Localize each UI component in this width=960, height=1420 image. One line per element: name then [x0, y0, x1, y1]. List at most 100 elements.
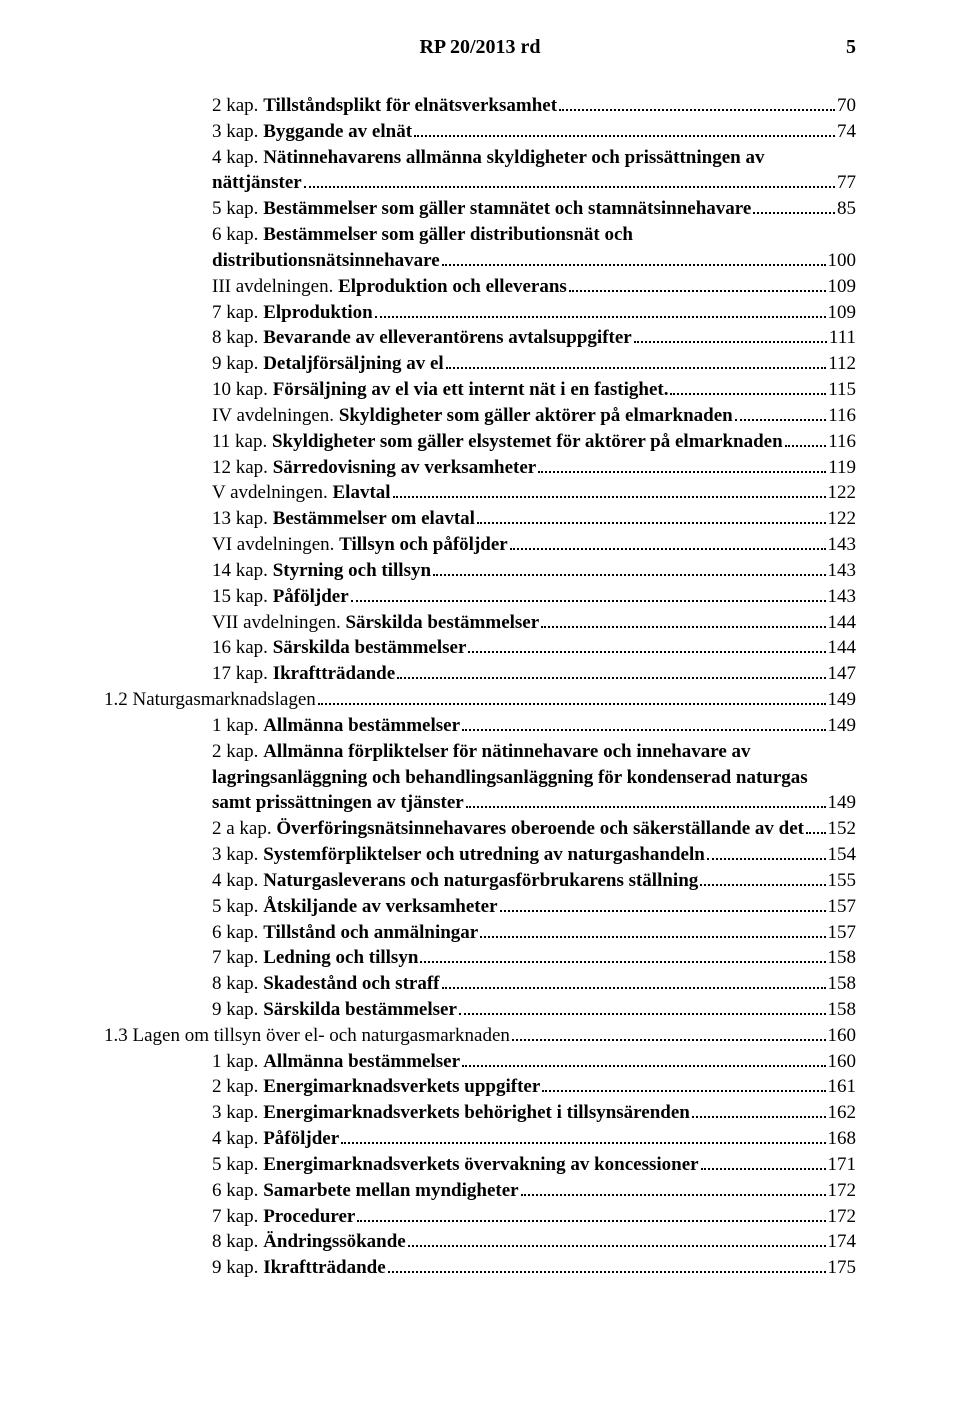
toc-prefix: 6 kap.	[212, 224, 263, 245]
toc-prefix: 1 kap.	[212, 1051, 263, 1072]
toc-line: VI avdelningen. Tillsyn och påföljder143	[104, 532, 856, 558]
toc-prefix: 8 kap.	[212, 327, 263, 348]
toc-text: distributionsnätsinnehavare	[104, 248, 440, 274]
toc-page-number: 152	[828, 816, 857, 842]
toc-title-bold: lagringsanläggning och behandlingsanlägg…	[212, 767, 808, 788]
toc-text: 1.3 Lagen om tillsyn över el- och naturg…	[104, 1023, 510, 1049]
toc-text: 1 kap. Allmänna bestämmelser	[104, 713, 460, 739]
toc-text: 6 kap. Bestämmelser som gäller distribut…	[104, 222, 633, 248]
toc-page-number: 158	[828, 971, 857, 997]
toc-prefix: 2 a kap.	[212, 818, 276, 839]
toc-prefix: 3 kap.	[212, 121, 263, 142]
toc-title-bold: Samarbete mellan myndigheter	[263, 1180, 518, 1201]
toc-line: 4 kap. Påföljder168	[104, 1126, 856, 1152]
toc-text: 8 kap. Bevarande av elleverantörens avta…	[104, 325, 632, 351]
toc-page-number: 172	[828, 1204, 857, 1230]
toc-line: 1 kap. Allmänna bestämmelser160	[104, 1049, 856, 1075]
toc-title-bold: Elproduktion och elleverans	[338, 276, 567, 297]
toc-title-bold: Tillståndsplikt för elnätsverksamhet	[263, 95, 557, 116]
toc-page-number: 144	[828, 635, 857, 661]
toc-page-number: 143	[828, 584, 857, 610]
toc-text: III avdelningen. Elproduktion och elleve…	[104, 274, 567, 300]
toc-leader-dots	[512, 1039, 826, 1041]
toc-leader-dots	[692, 1116, 826, 1118]
toc-prefix: 7 kap.	[212, 1206, 263, 1227]
toc-line: IV avdelningen. Skyldigheter som gäller …	[104, 403, 856, 429]
toc-line: 16 kap. Särskilda bestämmelser 144	[104, 635, 856, 661]
toc-prefix: 12 kap.	[212, 457, 273, 478]
toc-text: 2 kap. Tillståndsplikt för elnätsverksam…	[104, 93, 557, 119]
toc-page-number: 116	[828, 403, 856, 429]
toc-page-number: 147	[828, 661, 857, 687]
toc-prefix: 7 kap.	[212, 302, 263, 323]
toc-title-bold: Energimarknadsverkets övervakning av kon…	[263, 1154, 698, 1175]
toc-page-number: 116	[828, 429, 856, 455]
toc-line: 2 kap. Tillståndsplikt för elnätsverksam…	[104, 93, 856, 119]
toc-title-bold: Särskilda bestämmelser	[273, 637, 467, 658]
toc-page-number: 109	[828, 300, 857, 326]
toc-line: distributionsnätsinnehavare100	[104, 248, 856, 274]
toc-title-bold: Energimarknadsverkets behörighet i tills…	[263, 1102, 690, 1123]
toc-line: 3 kap. Energimarknadsverkets behörighet …	[104, 1100, 856, 1126]
toc-text: 16 kap. Särskilda bestämmelser	[104, 635, 466, 661]
toc-title-bold: Påföljder	[273, 586, 349, 607]
toc-line: 8 kap. Ändringssökande174	[104, 1229, 856, 1255]
toc-page-number: 155	[828, 868, 857, 894]
toc-page-number: 143	[828, 532, 857, 558]
toc-text: 3 kap. Byggande av elnät	[104, 119, 412, 145]
toc-prefix: 6 kap.	[212, 922, 263, 943]
toc-leader-dots	[468, 651, 825, 653]
toc-line: 5 kap. Energimarknadsverkets övervakning…	[104, 1152, 856, 1178]
toc-leader-dots	[462, 729, 825, 731]
toc-text: 4 kap. Nätinnehavarens allmänna skyldigh…	[104, 145, 764, 171]
toc-prefix: V avdelningen.	[212, 482, 333, 503]
toc-line: 2 kap. Energimarknadsverkets uppgifter16…	[104, 1074, 856, 1100]
toc-line: 12 kap. Särredovisning av verksamheter11…	[104, 455, 856, 481]
toc-text: 1 kap. Allmänna bestämmelser	[104, 1049, 460, 1075]
toc-text: 7 kap. Procedurer	[104, 1204, 355, 1230]
toc-page-number: 122	[828, 506, 857, 532]
toc-line: 6 kap. Bestämmelser som gäller distribut…	[104, 222, 856, 248]
toc-page-number: 154	[828, 842, 857, 868]
toc-prefix: 3 kap.	[212, 1102, 263, 1123]
toc-prefix: 11 kap.	[212, 431, 272, 452]
toc-title-bold: Ikraftträdande	[273, 663, 395, 684]
toc-title-bold: Allmänna bestämmelser	[263, 715, 460, 736]
toc-title-bold: Elproduktion	[263, 302, 372, 323]
toc-leader-dots	[541, 626, 825, 628]
toc-title-bold: Skyldigheter som gäller elsystemet för a…	[272, 431, 783, 452]
toc-text: 1.2 Naturgasmarknadslagen	[104, 687, 316, 713]
table-of-contents: 2 kap. Tillståndsplikt för elnätsverksam…	[104, 93, 856, 1281]
toc-line: 11 kap. Skyldigheter som gäller elsystem…	[104, 429, 856, 455]
toc-title-bold: Bestämmelser som gäller stamnätet och st…	[263, 198, 751, 219]
toc-page-number: 85	[837, 196, 856, 222]
toc-text: V avdelningen. Elavtal	[104, 480, 391, 506]
toc-leader-dots	[408, 1245, 826, 1247]
toc-title-bold: samt prissättningen av tjänster	[212, 792, 464, 813]
toc-text: 7 kap. Ledning och tillsyn	[104, 945, 418, 971]
toc-page-number: 119	[828, 455, 856, 481]
toc-text: 9 kap. Detaljförsäljning av el	[104, 351, 444, 377]
toc-text: 2 a kap. Överföringsnätsinnehavares ober…	[104, 816, 804, 842]
toc-line: V avdelningen. Elavtal122	[104, 480, 856, 506]
toc-text: 8 kap. Skadestånd och straff	[104, 971, 440, 997]
toc-prefix: IV avdelningen.	[212, 405, 339, 426]
toc-prefix: 16 kap.	[212, 637, 273, 658]
toc-text: 14 kap. Styrning och tillsyn	[104, 558, 431, 584]
toc-leader-dots	[442, 987, 826, 989]
toc-line: 1 kap. Allmänna bestämmelser149	[104, 713, 856, 739]
toc-title-bold: Bestämmelser om elavtal	[273, 508, 475, 529]
toc-leader-dots	[510, 548, 826, 550]
toc-text: samt prissättningen av tjänster	[104, 790, 464, 816]
toc-prefix: 5 kap.	[212, 896, 263, 917]
toc-title-bold: nättjänster	[212, 172, 302, 193]
toc-leader-dots	[420, 961, 825, 963]
toc-prefix: 5 kap.	[212, 1154, 263, 1175]
toc-leader-dots	[735, 419, 826, 421]
toc-line: 1.2 Naturgasmarknadslagen149	[104, 687, 856, 713]
toc-page-number: 171	[828, 1152, 857, 1178]
toc-page-number: 174	[828, 1229, 857, 1255]
toc-title-bold: Tillsyn och påföljder	[339, 534, 508, 555]
toc-prefix: 15 kap.	[212, 586, 273, 607]
toc-page-number: 111	[829, 325, 856, 351]
